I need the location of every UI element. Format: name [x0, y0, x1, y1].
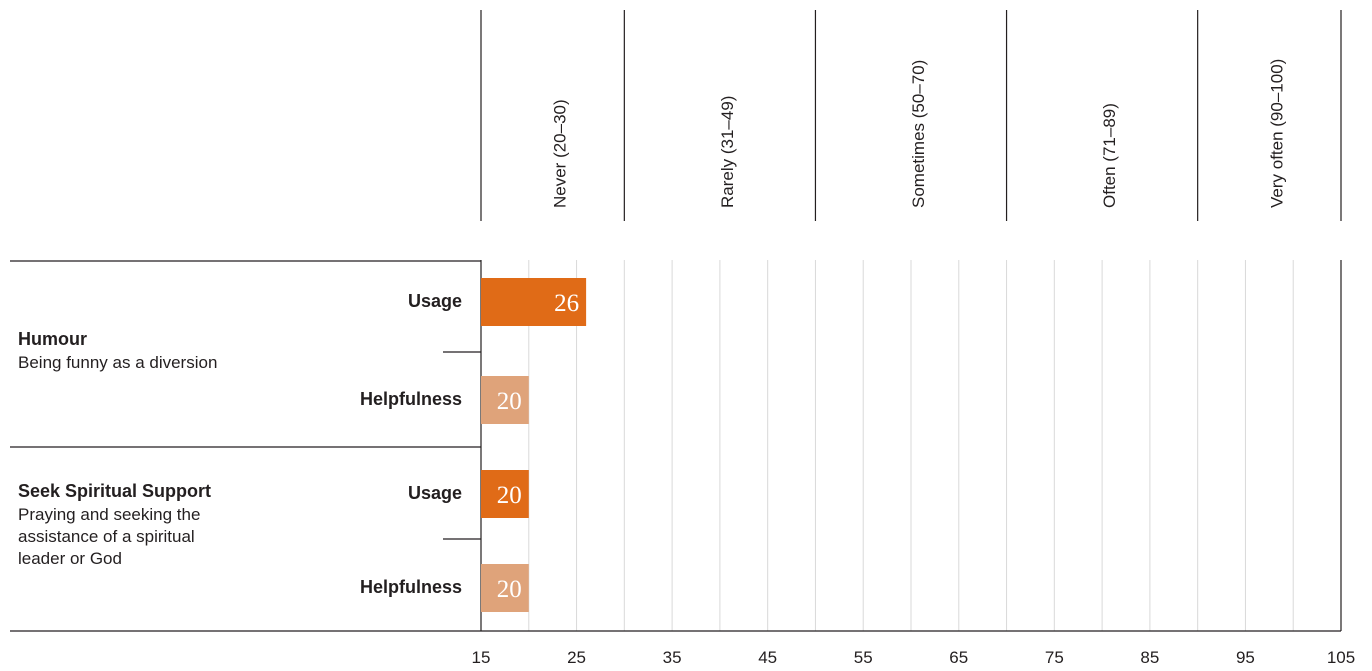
- x-tick-label: 95: [1235, 648, 1255, 667]
- bar-value-label: 20: [497, 482, 522, 509]
- band-label: Sometimes (50–70): [909, 59, 928, 208]
- row-label-helpfulness: Helpfulness: [359, 577, 462, 597]
- bar-value-label: 26: [554, 290, 579, 317]
- group-description: Being funny as a diversion: [18, 353, 218, 372]
- x-tick-label: 35: [662, 648, 682, 667]
- row-label-usage: Usage: [407, 483, 462, 503]
- x-tick-label: 55: [853, 648, 873, 667]
- bar-helpfulness: [481, 376, 529, 424]
- band-label: Often (71–89): [1100, 103, 1120, 208]
- row-label-helpfulness: Helpfulness: [359, 389, 462, 409]
- group-title: Humour: [18, 329, 87, 349]
- band-label: Rarely (31–49): [717, 95, 737, 208]
- bar-usage: [481, 470, 529, 518]
- x-tick-label: 45: [758, 648, 778, 667]
- x-tick-label: 25: [567, 648, 587, 667]
- group-description: assistance of a spiritual: [18, 527, 195, 546]
- group-description: Praying and seeking the: [18, 505, 201, 524]
- x-tick-label: 75: [1044, 648, 1064, 667]
- bar-value-label: 20: [497, 576, 522, 603]
- bar-helpfulness: [481, 564, 529, 612]
- band-label: Very often (90–100): [1267, 58, 1287, 208]
- row-label-usage: Usage: [407, 291, 462, 311]
- group-description: leader or God: [18, 549, 122, 568]
- bar-value-label: 20: [497, 388, 522, 415]
- bar-usage: [481, 278, 587, 326]
- x-tick-label: 15: [471, 648, 491, 667]
- x-tick-label: 65: [949, 648, 969, 667]
- x-tick-label: 105: [1326, 648, 1356, 667]
- x-tick-label: 85: [1140, 648, 1160, 667]
- group-title: Seek Spiritual Support: [18, 481, 212, 501]
- band-label: Never (20–30): [550, 99, 570, 208]
